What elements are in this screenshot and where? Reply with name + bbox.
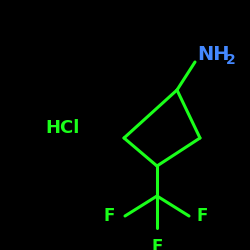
- Text: NH: NH: [197, 44, 230, 64]
- Text: 2: 2: [226, 52, 235, 66]
- Text: F: F: [151, 238, 163, 250]
- Text: F: F: [104, 207, 115, 225]
- Text: HCl: HCl: [45, 119, 80, 137]
- Text: F: F: [197, 207, 208, 225]
